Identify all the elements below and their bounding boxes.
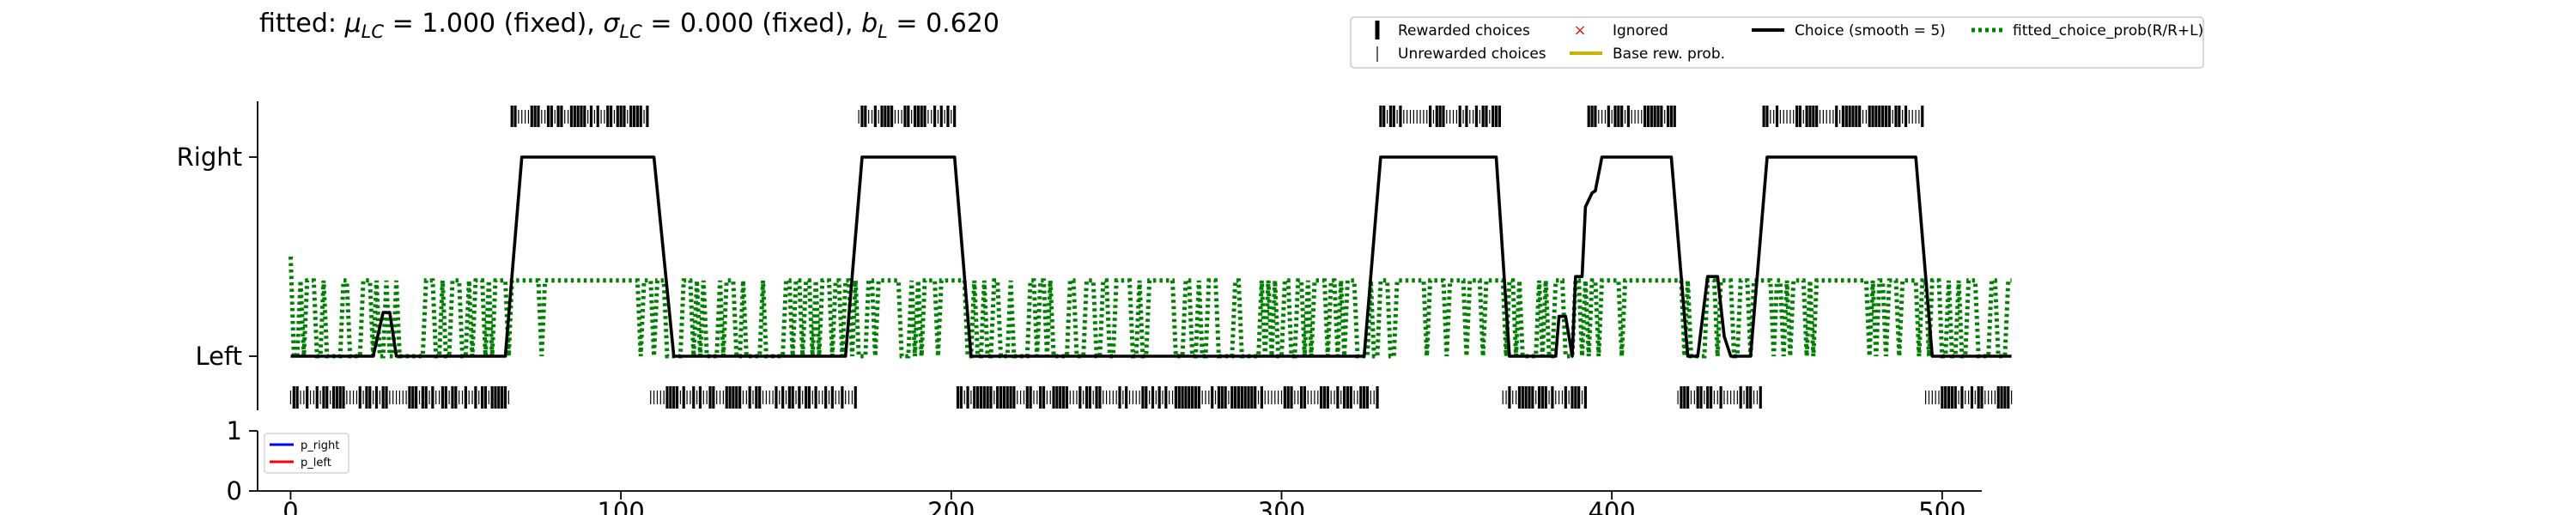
title-part: μ: [344, 9, 361, 39]
x-tick-label: 0: [283, 497, 298, 515]
legend-label: Ignored: [1613, 22, 1668, 39]
prob-legend: p_right p_left: [264, 433, 349, 474]
title-part: fitted:: [259, 9, 345, 39]
x-tick-label: 500: [1918, 497, 1965, 515]
title-part: LC: [361, 21, 385, 42]
legend-entry-base-rew-prob: Base rew. prob.: [1570, 45, 1725, 63]
y-tick-label: 0: [227, 476, 242, 506]
legend-label: Rewarded choices: [1398, 22, 1530, 39]
x-tick-label: 300: [1258, 497, 1305, 515]
legend-entry-fitted-prob: fitted_choice_prob(R/R+L): [1971, 22, 2203, 39]
legend-label: Unrewarded choices: [1398, 45, 1546, 63]
right-choice-raster: [510, 106, 1924, 127]
legend-entry-rewarded: Rewarded choices: [1375, 21, 1530, 39]
prob-axes: 1 0 0 100 200 300 400 500 p_right p_left: [227, 416, 1982, 515]
left-choice-raster: [289, 386, 2013, 409]
x-ticks: 0 100 200 300 400 500: [283, 491, 1966, 515]
choice-smooth-line: [290, 155, 2012, 358]
legend-frame: [1350, 16, 2204, 69]
y-tick-label: Right: [177, 142, 242, 172]
title-part: = 1.000 (fixed),: [384, 9, 603, 39]
legend-entry-unrewarded: Unrewarded choices: [1376, 45, 1546, 63]
x-marker-icon: ×: [1573, 21, 1586, 39]
legend-label: Base rew. prob.: [1613, 45, 1725, 63]
x-tick-label: 100: [597, 497, 644, 515]
x-tick-label: 200: [927, 497, 975, 515]
title-part: σ: [603, 9, 620, 39]
title-part: = 0.620: [888, 9, 999, 39]
legend-label: Choice (smooth = 5): [1795, 22, 1946, 39]
fitted-prob-series: [289, 256, 2012, 359]
y-tick-label: Left: [195, 342, 242, 371]
y-tick-label: 1: [227, 416, 242, 445]
legend-label: p_right: [301, 439, 339, 452]
main-legend: Rewarded choices Unrewarded choices × Ig…: [1350, 16, 2204, 69]
title-part: L: [878, 21, 888, 42]
legend-label: p_left: [301, 457, 331, 470]
main-axes: Right Left: [177, 101, 2013, 410]
legend-entry-choice-smooth: Choice (smooth = 5): [1752, 22, 1946, 39]
title-part: = 0.000 (fixed),: [642, 9, 861, 39]
title-part: LC: [619, 21, 642, 42]
chart-title: fitted: μLC = 1.000 (fixed), σLC = 0.000…: [259, 9, 999, 42]
legend-entry-ignored: × Ignored: [1573, 21, 1668, 39]
legend-label: fitted_choice_prob(R/R+L): [2013, 22, 2203, 39]
fitted-prob-line: [289, 256, 2012, 359]
x-tick-label: 400: [1588, 497, 1635, 515]
title-part: b: [861, 9, 878, 39]
